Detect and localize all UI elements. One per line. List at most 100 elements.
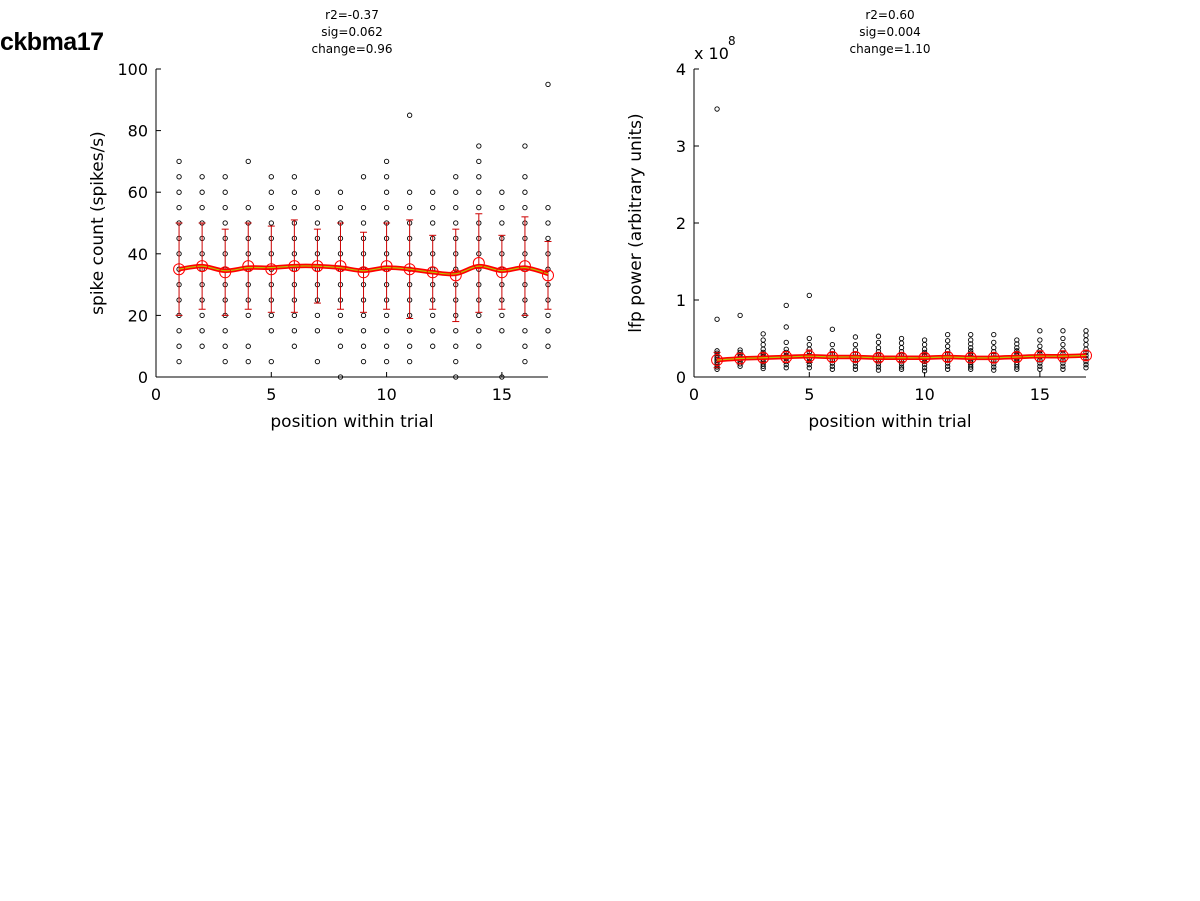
spike-stat-line: sig=0.062 xyxy=(321,25,383,39)
lfp-data-point xyxy=(852,342,859,348)
spike-data-point xyxy=(476,343,482,349)
lfp-data-point xyxy=(875,345,882,351)
lfp-data-point xyxy=(760,346,766,352)
lfp-data-point xyxy=(1037,366,1043,372)
lfp-exponent-power: 8 xyxy=(728,34,736,48)
lfp-mean-marker xyxy=(941,350,954,363)
lfp-mean-marker xyxy=(987,351,1000,364)
spike-y-tick-label: 80 xyxy=(128,122,148,141)
spike-data-point xyxy=(176,358,182,365)
lfp-mean-marker xyxy=(803,350,816,363)
lfp-y-tick-label: 0 xyxy=(676,368,686,387)
lfp-data-point xyxy=(944,338,951,344)
spike-data-point xyxy=(360,312,367,319)
lfp-stat-line: r2=0.60 xyxy=(865,8,914,22)
spike-data-point xyxy=(314,220,321,226)
spike-panel: 0 5 10 15 0 20 40 60 80 100 position within trial s… xyxy=(88,8,554,432)
spike-data-point xyxy=(499,312,505,319)
lfp-data-point xyxy=(875,367,882,373)
lfp-data-point xyxy=(921,346,928,352)
spike-data-point xyxy=(430,328,436,334)
spike-data-point xyxy=(245,358,251,365)
lfp-x-tick-label: 15 xyxy=(1030,385,1050,404)
spike-data-point xyxy=(476,143,482,149)
lfp-x-tick-label: 10 xyxy=(914,385,934,404)
lfp-data-point xyxy=(714,316,720,322)
spike-data-point xyxy=(291,174,298,180)
lfp-data-point xyxy=(968,341,974,347)
figure-title: ckbma17 xyxy=(0,28,104,56)
spike-means xyxy=(173,257,554,282)
spike-data-point xyxy=(453,343,459,349)
spike-stat-line: change=0.96 xyxy=(312,42,393,56)
lfp-data-point xyxy=(806,365,812,371)
spike-data-point xyxy=(291,312,298,319)
spike-data-point xyxy=(545,312,551,319)
lfp-data-point xyxy=(921,365,928,371)
lfp-mean-marker xyxy=(780,350,793,363)
lfp-data-point xyxy=(783,302,789,309)
spike-data-point xyxy=(430,220,436,226)
spike-data-point xyxy=(222,204,228,211)
spike-data-point xyxy=(522,143,528,149)
lfp-data-point xyxy=(760,331,766,337)
spike-data-point xyxy=(406,343,413,349)
spike-x-axis-label: position within trial xyxy=(270,412,433,432)
spike-data-point xyxy=(337,374,344,380)
spike-data-point xyxy=(314,204,321,211)
lfp-data-point xyxy=(991,331,997,338)
spike-data-point xyxy=(522,189,528,195)
spike-data-point xyxy=(222,189,228,195)
spike-y-tick-label: 20 xyxy=(128,306,148,325)
lfp-mean-marker xyxy=(1080,349,1092,362)
spike-data-point xyxy=(360,174,367,180)
spike-data-point xyxy=(476,312,482,319)
spike-data-point xyxy=(453,220,459,226)
spike-y-tick-label: 60 xyxy=(128,183,148,202)
spike-data-point xyxy=(499,220,505,226)
lfp-data-point xyxy=(921,342,928,348)
lfp-y-tick-label: 1 xyxy=(676,291,686,310)
spike-data-point xyxy=(453,328,459,334)
lfp-panel: 0 5 10 15 0 1 2 3 4 position within trial lfp powe… xyxy=(626,8,1092,432)
lfp-stat-line: sig=0.004 xyxy=(859,25,921,39)
spike-x-tick-label: 15 xyxy=(492,385,512,404)
spike-data-point xyxy=(499,328,505,334)
spike-mean-marker xyxy=(403,263,416,276)
spike-data-point xyxy=(337,204,344,211)
lfp-means xyxy=(711,349,1092,367)
spike-data-point xyxy=(337,343,344,349)
lfp-data-point xyxy=(1037,337,1043,343)
lfp-data-point xyxy=(1083,332,1089,339)
spike-data-point xyxy=(268,220,274,226)
lfp-data-point xyxy=(829,363,836,369)
spike-data-point xyxy=(314,189,321,195)
lfp-mean-marker xyxy=(872,351,885,364)
lfp-data-point xyxy=(968,331,974,338)
lfp-data-point xyxy=(783,365,789,371)
spike-smooth-line-inner xyxy=(178,265,549,275)
lfp-mean-marker xyxy=(895,351,908,364)
lfp-data-point xyxy=(991,364,997,370)
lfp-data-point xyxy=(875,364,882,370)
lfp-data-point xyxy=(921,362,928,368)
lfp-data-point xyxy=(968,345,974,351)
spike-data-point xyxy=(199,312,205,319)
spike-mean-marker xyxy=(380,260,393,273)
spike-data-point xyxy=(268,189,274,195)
lfp-data-point xyxy=(1060,366,1066,372)
spike-data-point xyxy=(268,312,274,319)
lfp-data-point xyxy=(829,342,836,348)
spike-data-point xyxy=(383,204,390,211)
lfp-mean-marker xyxy=(757,351,770,364)
spike-data-point xyxy=(499,204,505,211)
spike-data-point xyxy=(291,343,298,349)
spike-stat-line: r2=-0.37 xyxy=(325,8,379,22)
lfp-data-point xyxy=(1060,335,1066,342)
spike-data-point xyxy=(268,358,274,365)
spike-data-point xyxy=(176,174,182,180)
spike-mean-marker xyxy=(472,257,485,270)
spike-data-point xyxy=(430,312,436,319)
spike-data-point xyxy=(453,358,459,365)
